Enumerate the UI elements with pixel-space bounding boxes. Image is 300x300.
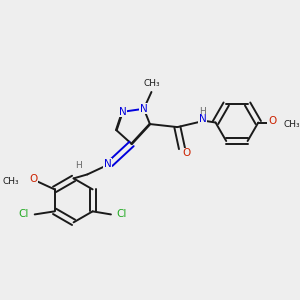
- Text: O: O: [182, 148, 191, 158]
- Text: Cl: Cl: [19, 209, 29, 219]
- Text: Cl: Cl: [116, 209, 127, 219]
- Text: O: O: [268, 116, 276, 126]
- Text: H: H: [199, 107, 206, 116]
- Text: CH₃: CH₃: [283, 120, 300, 129]
- Text: O: O: [29, 174, 37, 184]
- Text: CH₃: CH₃: [143, 79, 160, 88]
- Text: N: N: [140, 104, 148, 114]
- Text: H: H: [75, 161, 82, 170]
- Text: N: N: [104, 159, 112, 169]
- Text: CH₃: CH₃: [2, 177, 19, 186]
- Text: N: N: [199, 115, 207, 124]
- Text: N: N: [118, 107, 126, 117]
